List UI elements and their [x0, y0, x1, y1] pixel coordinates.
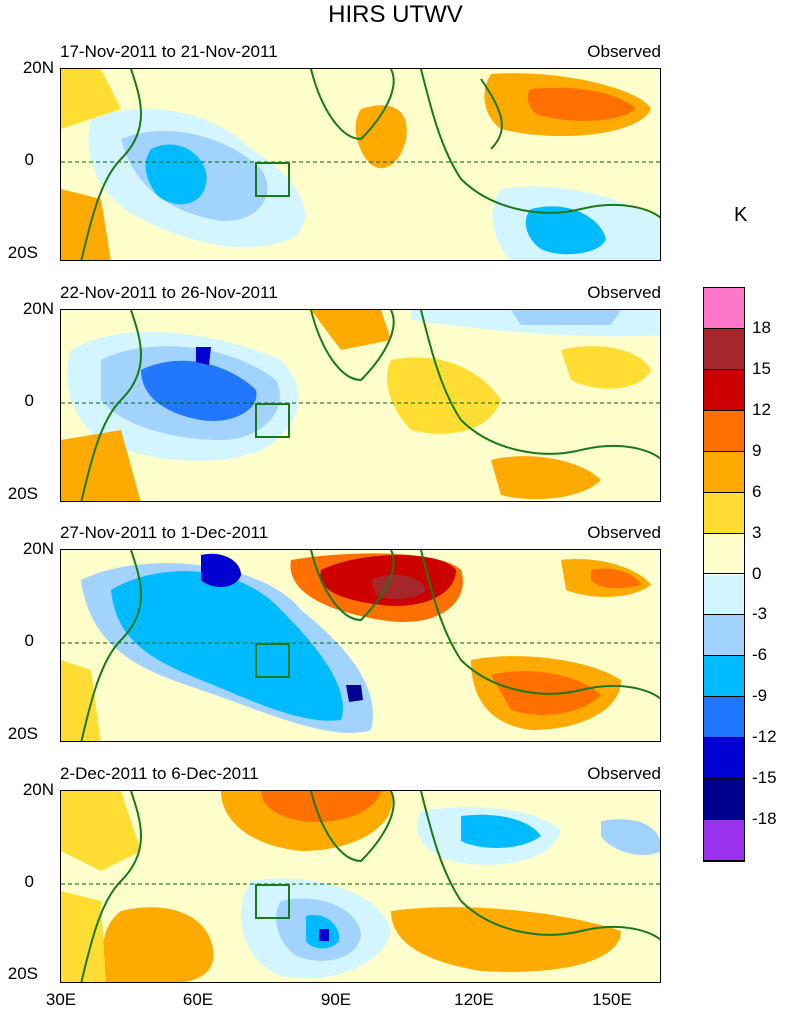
panel-4-date-range: 2-Dec-2011 to 6-Dec-2011: [60, 764, 259, 783]
map-panel-2: [60, 309, 661, 502]
colorbar-segment: [704, 288, 744, 329]
colorbar-tick-label: -15: [752, 768, 777, 788]
colorbar-tick-label: -3: [752, 604, 768, 624]
colorbar-segment: [704, 410, 744, 452]
anomaly-map-2: [61, 310, 660, 501]
panel-3-date-range: 27-Nov-2011 to 1-Dec-2011: [60, 523, 269, 542]
colorbar: [703, 287, 745, 862]
lat-label-0: 0: [24, 872, 34, 891]
anomaly-map-3: [61, 550, 660, 741]
colorbar-tick-label: 12: [752, 399, 771, 419]
colorbar-tick-label: 18: [752, 317, 771, 337]
panel-1-type-label: Observed: [587, 42, 661, 61]
colorbar-segment: [704, 492, 744, 534]
colorbar-tick-label: 0: [752, 563, 762, 583]
lat-label-20n: 20N: [22, 780, 54, 799]
lon-label-150e: 150E: [592, 990, 632, 1009]
colorbar-tick-label: -9: [752, 686, 768, 706]
lat-label-0: 0: [24, 391, 34, 410]
lon-label-90e: 90E: [320, 990, 352, 1009]
figure-title: HIRS UTWV: [328, 1, 463, 28]
panel-1-date-range: 17-Nov-2011 to 21-Nov-2011: [60, 42, 278, 61]
lon-label-120e: 120E: [454, 990, 494, 1009]
lat-label-20s: 20S: [7, 484, 38, 503]
anomaly-map-1: [61, 69, 660, 260]
colorbar-segment: [704, 574, 744, 616]
map-panel-3: [60, 549, 661, 742]
colorbar-segment: [704, 451, 744, 493]
lat-label-20s: 20S: [7, 724, 38, 743]
lat-label-20n: 20N: [22, 299, 54, 318]
lat-label-0: 0: [24, 631, 34, 650]
panel-4-type-label: Observed: [587, 764, 661, 783]
panel-3-type-label: Observed: [587, 523, 661, 542]
colorbar-segment: [704, 820, 744, 861]
colorbar-tick-label: -18: [752, 809, 777, 829]
lat-label-20n: 20N: [22, 539, 54, 558]
colorbar-segment: [704, 369, 744, 411]
map-panel-4: [60, 790, 661, 983]
lat-label-20s: 20S: [7, 964, 38, 983]
colorbar-tick-label: 6: [752, 481, 762, 501]
colorbar-tick-label: 3: [752, 522, 762, 542]
colorbar-segment: [704, 615, 744, 657]
lat-label-20s: 20S: [7, 243, 38, 262]
panel-2-date-range: 22-Nov-2011 to 26-Nov-2011: [60, 283, 278, 302]
colorbar-segment: [704, 328, 744, 370]
colorbar-tick-label: -12: [752, 727, 777, 747]
colorbar-tick-label: 9: [752, 440, 762, 460]
map-panel-1: [60, 68, 661, 261]
colorbar-segment: [704, 533, 744, 575]
anomaly-map-4: [61, 791, 660, 982]
panel-2-type-label: Observed: [587, 283, 661, 302]
lat-label-0: 0: [24, 150, 34, 169]
colorbar-segment: [704, 697, 744, 739]
colorbar-tick-label: -6: [752, 645, 768, 665]
colorbar-segment: [704, 779, 744, 821]
unit-label: K: [734, 204, 748, 226]
colorbar-segment: [704, 656, 744, 698]
colorbar-segment: [704, 738, 744, 780]
lon-label-60e: 60E: [182, 990, 214, 1009]
lon-label-30e: 30E: [45, 990, 77, 1009]
lat-label-20n: 20N: [22, 58, 54, 77]
colorbar-tick-label: 15: [752, 358, 771, 378]
